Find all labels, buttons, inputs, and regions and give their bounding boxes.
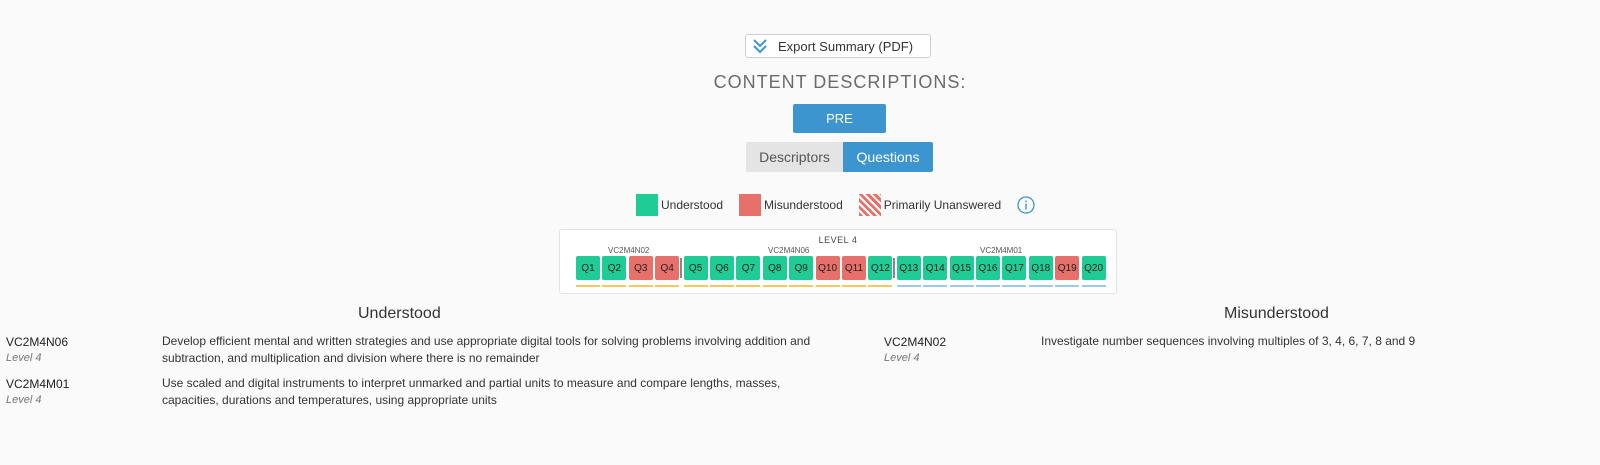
- understood-desc-2-line-1: Use scaled and digital instruments to in…: [162, 376, 781, 390]
- question-tile-q7[interactable]: Q7: [736, 256, 761, 287]
- level-question-panel: LEVEL 4 VC2M4N02 VC2M4N06 VC2M4M01 Q1 Q2 Q…: [559, 229, 1117, 294]
- unanswered-swatch: [858, 194, 881, 216]
- understood-level-1: Level 4: [6, 352, 42, 364]
- question-tile-q3[interactable]: Q3: [628, 256, 653, 287]
- question-underline: [576, 285, 600, 287]
- understood-desc-1: Develop efficient mental and written str…: [162, 333, 810, 367]
- question-tile-q13[interactable]: Q13: [896, 256, 921, 287]
- question-tile-q11[interactable]: Q11: [842, 256, 866, 287]
- level-title: LEVEL 4: [818, 235, 858, 245]
- understood-code-1: VC2M4N06: [6, 335, 69, 349]
- understood-level-2: Level 4: [6, 394, 42, 406]
- group-label-n06: VC2M4N06: [768, 246, 810, 255]
- double-chevron-down-icon: [753, 39, 767, 54]
- question-underline: [1055, 285, 1080, 287]
- legend-misunderstood: Misunderstood: [739, 194, 843, 216]
- info-icon[interactable]: [1017, 196, 1035, 214]
- question-tile-q5[interactable]: Q5: [683, 256, 708, 287]
- legend-misunderstood-label: Misunderstood: [764, 198, 843, 212]
- question-underline: [896, 285, 921, 287]
- question-tile-q19[interactable]: Q19: [1055, 256, 1080, 287]
- question-tile-q1[interactable]: Q1: [576, 256, 600, 287]
- misunderstood-heading: Misunderstood: [1224, 305, 1329, 322]
- question-underline: [710, 285, 734, 287]
- understood-desc-1-line-1: Develop efficient mental and written str…: [162, 334, 811, 348]
- question-tile-q9[interactable]: Q9: [789, 256, 814, 287]
- legend: Understood Misunderstood Primarily Unans…: [636, 193, 1035, 217]
- legend-unanswered-label: Primarily Unanswered: [883, 198, 1002, 212]
- pre-button[interactable]: PRE: [793, 104, 886, 133]
- misunderstood-desc-1: Investigate number sequences involving m…: [1041, 334, 1416, 348]
- question-tile-q4[interactable]: Q4: [655, 256, 680, 287]
- legend-understood-label: Understood: [661, 198, 724, 212]
- tab-questions[interactable]: Questions: [843, 142, 933, 172]
- misunderstood-swatch: [739, 194, 762, 216]
- question-underline: [602, 285, 627, 287]
- question-underline: [1002, 285, 1027, 287]
- misunderstood-level-1: Level 4: [884, 352, 920, 364]
- group-divider: [892, 258, 895, 278]
- legend-understood: Understood: [636, 194, 723, 216]
- export-summary-label: Export Summary (PDF): [778, 38, 914, 54]
- group-label-m01: VC2M4M01: [980, 246, 1023, 255]
- understood-desc-2-line-2: capacities, durations and temperatures, …: [162, 393, 497, 407]
- question-tile-q14[interactable]: Q14: [923, 256, 948, 287]
- question-underline: [923, 285, 948, 287]
- view-toggle: Descriptors Questions: [746, 142, 933, 172]
- tab-descriptors[interactable]: Descriptors: [746, 142, 843, 172]
- question-tile-q12[interactable]: Q12: [868, 256, 893, 287]
- question-underline: [1028, 285, 1053, 287]
- understood-code-2: VC2M4M01: [6, 377, 70, 391]
- question-underline: [683, 285, 708, 287]
- question-underline: [655, 285, 680, 287]
- question-underline: [842, 285, 866, 287]
- question-tile-q10[interactable]: Q10: [815, 256, 840, 287]
- question-tile-q17[interactable]: Q17: [1002, 256, 1027, 287]
- understood-swatch: [636, 194, 658, 216]
- question-underline: [628, 285, 653, 287]
- question-underline: [736, 285, 761, 287]
- question-tile-q18[interactable]: Q18: [1028, 256, 1053, 287]
- question-tile-q16[interactable]: Q16: [976, 256, 1000, 287]
- question-underline: [789, 285, 814, 287]
- question-underline: [815, 285, 840, 287]
- question-underline: [949, 285, 974, 287]
- question-tile-q8[interactable]: Q8: [762, 256, 787, 287]
- question-tile-q2[interactable]: Q2: [602, 256, 627, 287]
- question-underline: [868, 285, 893, 287]
- group-label-n02: VC2M4N02: [608, 246, 650, 255]
- group-divider: [679, 258, 682, 278]
- understood-desc-1-line-2: subtraction, and multiplication and divi…: [162, 351, 540, 365]
- legend-unanswered: Primarily Unanswered: [858, 194, 1002, 216]
- misunderstood-code-1: VC2M4N02: [884, 335, 947, 349]
- question-tile-q15[interactable]: Q15: [949, 256, 974, 287]
- section-title: CONTENT DESCRIPTIONS:: [713, 72, 967, 92]
- question-tile-q6[interactable]: Q6: [710, 256, 734, 287]
- question-tile-q20[interactable]: Q20: [1081, 256, 1106, 287]
- understood-desc-2: Use scaled and digital instruments to in…: [162, 375, 780, 409]
- question-underline: [762, 285, 787, 287]
- question-underline: [976, 285, 1000, 287]
- understood-heading: Understood: [358, 305, 441, 322]
- question-underline: [1081, 285, 1106, 287]
- export-summary-button[interactable]: Export Summary (PDF): [745, 34, 931, 58]
